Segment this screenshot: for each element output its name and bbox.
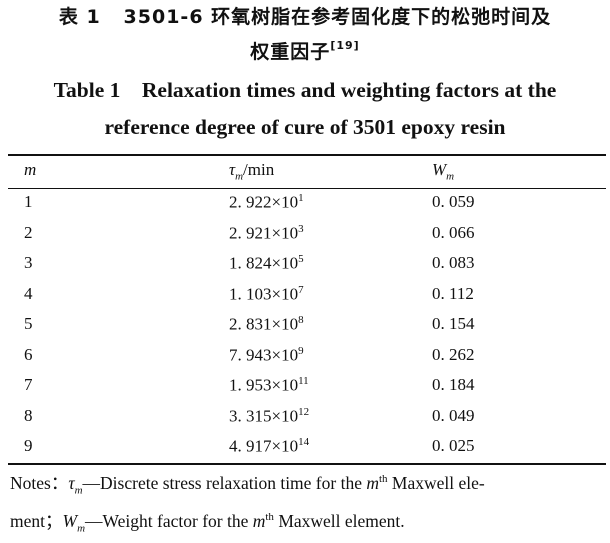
cell-tau: 1. 953×1011 <box>229 375 309 395</box>
table-header-rule <box>8 188 606 189</box>
english-title-line-1: Table 1 Relaxation times and weighting f… <box>53 78 557 102</box>
table-row: 4 1. 103×107 0. 112 <box>0 284 610 314</box>
cell-weight: 0. 059 <box>432 192 475 211</box>
reference-marker: [19] <box>330 38 360 52</box>
cell-tau: 1. 824×105 <box>229 253 304 273</box>
cell-tau: 3. 315×1012 <box>229 405 310 426</box>
table-row: 5 2. 831×108 0. 154 <box>0 314 610 344</box>
chinese-title-text-2: 权重因子 <box>250 41 331 63</box>
notes-line-2: ment；Wm—Weight factor for the mth Maxwel… <box>10 511 405 535</box>
cell-m: 7 <box>24 375 33 394</box>
notes-line-1: Notes：τm—Discrete stress relaxation time… <box>10 472 485 497</box>
table-row: 8 3. 315×1012 0. 049 <box>0 406 610 436</box>
chinese-title-text: 3501-6 环氧树脂在参考固化度下的松弛时间及 <box>123 6 552 28</box>
chinese-title-line-1: 表 1 3501-6 环氧树脂在参考固化度下的松弛时间及 <box>0 2 610 29</box>
cell-weight: 0. 025 <box>432 436 475 455</box>
cell-tau: 7. 943×109 <box>229 344 304 365</box>
table-label-cn: 表 1 <box>58 6 101 28</box>
cell-m: 5 <box>24 314 33 333</box>
cell-tau: 4. 917×1014 <box>229 436 310 456</box>
cell-weight: 0. 066 <box>432 222 475 242</box>
cell-m: 9 <box>24 436 33 455</box>
cell-weight: 0. 112 <box>432 283 474 303</box>
cell-m: 4 <box>24 283 33 303</box>
table-row: 1 2. 922×101 0. 059 <box>0 192 610 222</box>
table-notes: Notes：τm—Discrete stress relaxation time… <box>10 466 605 543</box>
cell-m: 6 <box>24 344 33 364</box>
chinese-title-line-2: 权重因子[19] <box>0 37 610 64</box>
cell-weight: 0. 154 <box>432 314 475 333</box>
english-title-line-2: reference degree of cure of 3501 epoxy r… <box>104 115 506 139</box>
cell-m: 3 <box>24 253 33 272</box>
table-row: 7 1. 953×1011 0. 184 <box>0 375 610 405</box>
cell-tau: 1. 103×107 <box>229 283 304 304</box>
table-row: 9 4. 917×1014 0. 025 <box>0 436 610 466</box>
header-m: m <box>24 160 37 179</box>
cell-weight: 0. 184 <box>432 375 475 394</box>
cell-m: 1 <box>24 192 33 211</box>
table-top-rule <box>8 154 606 156</box>
cell-tau: 2. 921×103 <box>229 222 304 243</box>
table-header-row: m τm/min Wm <box>0 160 610 190</box>
cell-m: 2 <box>24 222 33 242</box>
cell-tau: 2. 831×108 <box>229 314 304 334</box>
cell-weight: 0. 083 <box>432 253 475 272</box>
header-tau: τm/min <box>229 160 275 183</box>
table-row: 2 2. 921×103 0. 066 <box>0 223 610 253</box>
header-weight: Wm <box>432 160 455 183</box>
table-bottom-rule <box>8 463 606 465</box>
cell-weight: 0. 262 <box>432 344 475 364</box>
table-row: 6 7. 943×109 0. 262 <box>0 345 610 375</box>
table-row: 3 1. 824×105 0. 083 <box>0 253 610 283</box>
cell-tau: 2. 922×101 <box>229 192 304 212</box>
cell-weight: 0. 049 <box>432 405 475 425</box>
cell-m: 8 <box>24 405 33 425</box>
